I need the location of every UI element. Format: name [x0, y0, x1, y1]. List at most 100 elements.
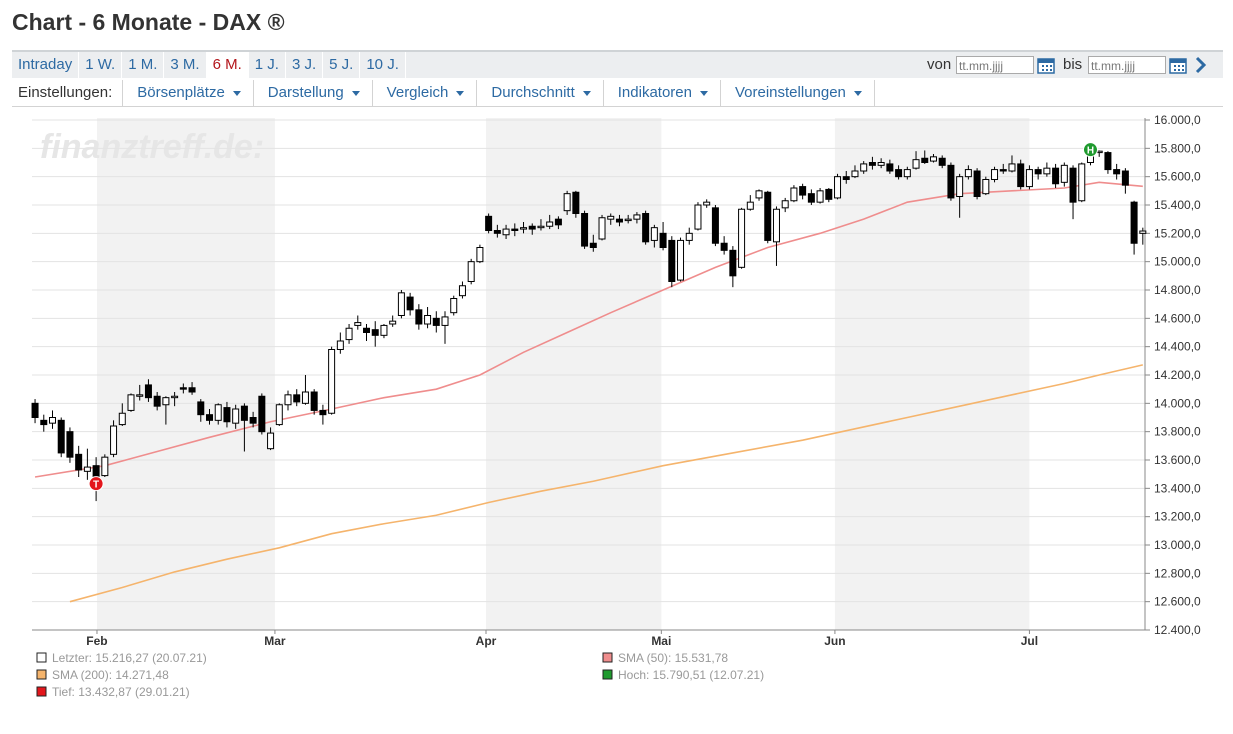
y-tick-label: 12.400,0	[1154, 623, 1201, 637]
candle-body	[799, 186, 807, 196]
candle-body	[991, 169, 999, 180]
x-tick-label: Mar	[264, 634, 286, 648]
candle-body	[685, 232, 693, 241]
y-tick-label: 13.400,0	[1154, 481, 1201, 495]
candle-body	[66, 431, 74, 458]
candle-body	[301, 391, 309, 404]
y-tick-label: 12.800,0	[1154, 566, 1201, 580]
dropdown-menu[interactable]: Durchschnitt	[477, 80, 604, 106]
legend-label: SMA (200): 14.271,48	[52, 668, 169, 682]
candle-body	[1069, 167, 1077, 203]
toolbar-label: Einstellungen:	[12, 80, 124, 106]
candle-body	[467, 261, 475, 282]
watermark: finanztreff.de:	[40, 128, 264, 166]
candle-body	[171, 395, 179, 399]
candle-body	[816, 190, 824, 203]
calendar-icon[interactable]	[1169, 56, 1187, 74]
dropdown-menu[interactable]: Voreinstellungen	[721, 80, 875, 106]
x-tick-label: Mai	[651, 634, 671, 648]
candle-body	[938, 157, 946, 166]
candle-body	[31, 402, 39, 419]
candle-body	[406, 296, 414, 311]
candle-body	[615, 218, 623, 223]
y-tick-label: 14.600,0	[1154, 311, 1201, 325]
candle-body	[956, 176, 964, 198]
candle-body	[441, 316, 449, 326]
dropdown-menu[interactable]: Indikatoren	[604, 80, 721, 106]
candle-body	[206, 414, 214, 421]
candle-body	[1034, 169, 1042, 175]
candle-body	[258, 395, 266, 433]
candle-body	[48, 417, 56, 424]
candle-body	[476, 247, 484, 263]
candle-body	[790, 187, 798, 202]
next-arrow[interactable]	[1194, 55, 1208, 75]
candle-body	[868, 162, 876, 166]
tab[interactable]: 10 J.	[360, 52, 406, 78]
legend-label: SMA (50): 15.531,78	[618, 651, 728, 665]
dropdown-menu[interactable]: Darstellung	[254, 80, 373, 106]
candle-body	[293, 394, 301, 403]
page-title: Chart - 6 Monate - DAX ®	[12, 9, 285, 35]
tabs: Intraday 1 W. 1 M. 3 M. 6 M. 1 J. 3 J. 5 J. 10 J…	[12, 52, 406, 78]
y-tick-label: 14.800,0	[1154, 283, 1201, 297]
candle-body	[764, 191, 772, 241]
candle-body	[694, 204, 702, 230]
candle-body	[1017, 163, 1025, 188]
candle-body	[886, 163, 894, 172]
tab[interactable]: 1 J.	[249, 52, 286, 78]
candle-body	[912, 159, 920, 169]
candle-body	[101, 456, 109, 477]
candle-body	[319, 409, 327, 416]
y-tick-label: 12.600,0	[1154, 595, 1201, 609]
legend-label: Letzter: 15.216,27 (20.07.21)	[52, 651, 207, 665]
tab[interactable]: 3 M.	[164, 52, 207, 78]
candle-body	[197, 401, 205, 416]
candle-body	[999, 169, 1007, 172]
candle-body	[1025, 169, 1033, 188]
toolbar: Einstellungen: Börsenplätze Darstellung Ve…	[12, 80, 1223, 107]
tab[interactable]: 6 M.	[206, 52, 249, 78]
candle-body	[188, 387, 196, 393]
tab[interactable]: 3 J.	[286, 52, 324, 78]
tab[interactable]: 5 J.	[323, 52, 361, 78]
extreme-marker	[88, 476, 104, 492]
candle-body	[834, 176, 842, 199]
candle-body	[249, 417, 257, 424]
candle-body	[485, 215, 493, 231]
candle-body	[328, 349, 336, 414]
candle-body	[1060, 164, 1068, 183]
candle-body	[781, 200, 789, 209]
candle-body	[554, 218, 562, 226]
candle-body	[720, 242, 728, 251]
tab[interactable]: 1 M.	[122, 52, 165, 78]
candle-body	[703, 201, 711, 206]
candle-body	[589, 242, 597, 248]
y-tick-label: 13.000,0	[1154, 538, 1201, 552]
candle-body	[537, 225, 545, 229]
candle-body	[275, 404, 283, 426]
from-input[interactable]: tt.mm.jjjj	[956, 56, 1034, 74]
calendar-icon[interactable]	[1037, 56, 1055, 74]
candle-body	[118, 412, 126, 426]
to-input[interactable]: tt.mm.jjjj	[1088, 56, 1166, 74]
candle-body	[1008, 163, 1016, 172]
candle-body	[336, 340, 344, 350]
candle-body	[240, 405, 248, 421]
y-tick-label: 14.400,0	[1154, 340, 1201, 354]
candle-body	[153, 395, 161, 407]
candle-body	[964, 169, 972, 178]
y-tick-label: 15.600,0	[1154, 170, 1201, 184]
candle-body	[458, 285, 466, 297]
x-tick-label: Apr	[476, 634, 497, 648]
tab-bar: Intraday 1 W. 1 M. 3 M. 6 M. 1 J. 3 J. 5 J. 10 J…	[12, 50, 1223, 78]
candle-body	[214, 404, 222, 421]
tab[interactable]: Intraday	[12, 52, 80, 78]
candle-body	[1052, 167, 1060, 185]
candle-body	[903, 169, 911, 178]
dropdown-menu[interactable]: Börsenplätze	[123, 80, 254, 106]
candle-body	[1104, 152, 1112, 171]
month-shading	[834, 118, 1030, 630]
tab[interactable]: 1 W.	[79, 52, 123, 78]
dropdown-menu[interactable]: Vergleich	[373, 80, 478, 106]
